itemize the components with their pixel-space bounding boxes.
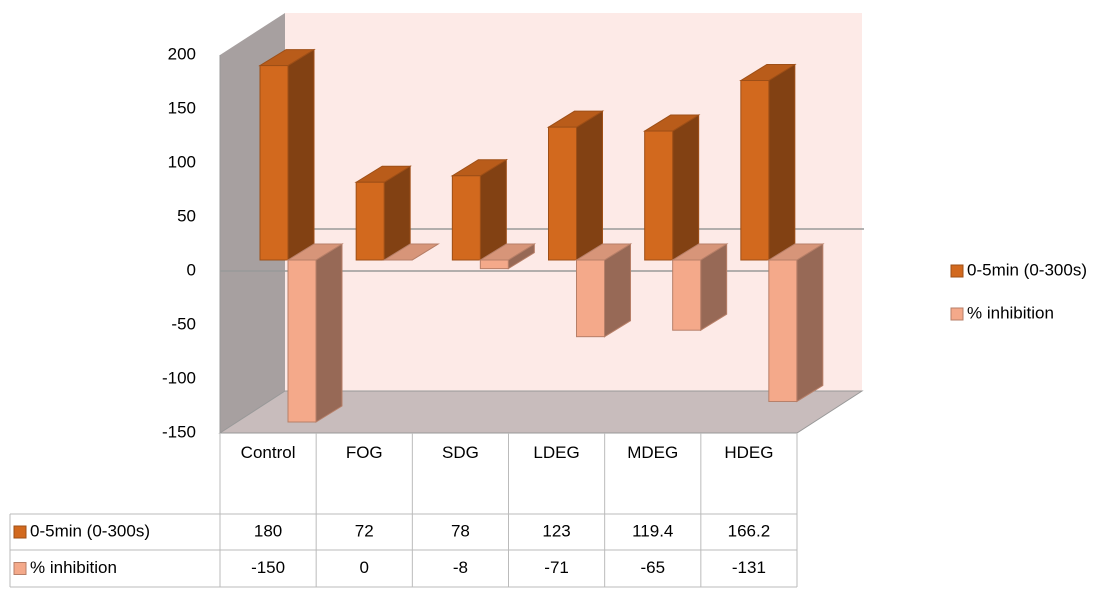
legend-swatch: [950, 264, 964, 278]
bar: [286, 243, 344, 423]
bar-front: [548, 126, 577, 261]
bar-front: [451, 175, 481, 261]
bar: [574, 243, 633, 338]
table-value: 123: [542, 521, 570, 540]
bar-front: [355, 181, 385, 261]
category-cell: HDEG: [724, 443, 774, 462]
x-tick-label: FOG: [345, 443, 383, 462]
y-tick-label: 150: [168, 98, 196, 117]
bar: [739, 63, 797, 261]
bar-side: [796, 243, 824, 403]
bar: [670, 243, 729, 332]
table-value: 166.2: [728, 521, 771, 540]
table-value: 78: [451, 521, 470, 540]
table-value: 180: [254, 521, 282, 540]
legend-swatch: [950, 307, 964, 321]
table-value: -131: [732, 558, 766, 577]
bar-front: [479, 259, 509, 270]
x-tick-label: SDG: [441, 443, 479, 462]
y-tick-label: 100: [168, 152, 196, 171]
bar-side: [576, 110, 603, 261]
table-value: -65: [640, 558, 665, 577]
bar-side: [672, 114, 700, 261]
table-value: -8: [453, 558, 468, 577]
bar-side: [287, 48, 315, 261]
bar-front: [259, 65, 289, 261]
bar-front: [672, 259, 702, 331]
category-cell: SDG: [441, 443, 479, 462]
x-tick-label: LDEG: [533, 443, 580, 462]
bar-side: [315, 243, 343, 423]
bar-front: [644, 130, 674, 261]
y-tick-label: 0: [187, 260, 196, 279]
y-tick-label: -100: [162, 368, 196, 387]
table-legend-swatch: [13, 525, 27, 539]
bar: [450, 158, 509, 261]
table-row-header: 0-5min (0-300s): [30, 521, 150, 540]
category-cell: LDEG: [533, 443, 580, 462]
category-cell: MDEG: [627, 443, 679, 462]
legend-label: % inhibition: [967, 303, 1054, 322]
bar: [767, 243, 825, 403]
table-value: 119.4: [632, 521, 673, 540]
x-tick-label: HDEG: [724, 443, 774, 462]
table-value: 0: [360, 558, 369, 577]
bar-front: [287, 259, 317, 423]
bar-side: [479, 158, 507, 261]
bar: [478, 243, 537, 270]
table-legend-swatch: [13, 562, 27, 575]
y-tick-label: 200: [168, 44, 196, 63]
category-cell: Control: [240, 443, 296, 462]
bar-front: [740, 80, 770, 261]
table-row-header: % inhibition: [30, 558, 117, 577]
bar: [258, 48, 316, 261]
bar: [546, 110, 605, 261]
legend-label: 0-5min (0-300s): [967, 260, 1087, 279]
y-tick-label: 50: [177, 206, 196, 225]
y-tick-label: -150: [162, 422, 196, 441]
bar: [642, 114, 701, 261]
x-tick-label: MDEG: [627, 443, 679, 462]
table-value: -71: [544, 558, 569, 577]
bar-top: [382, 243, 440, 261]
table-value: 72: [355, 521, 374, 540]
table-value: -150: [251, 558, 285, 577]
bar-front: [768, 259, 798, 402]
x-tick-label: Control: [240, 443, 296, 462]
bar-side: [768, 63, 796, 261]
category-cell: FOG: [345, 443, 383, 462]
bar: [382, 243, 440, 261]
bar-front: [576, 259, 605, 338]
y-tick-label: -50: [171, 314, 196, 333]
bar: [354, 165, 412, 261]
